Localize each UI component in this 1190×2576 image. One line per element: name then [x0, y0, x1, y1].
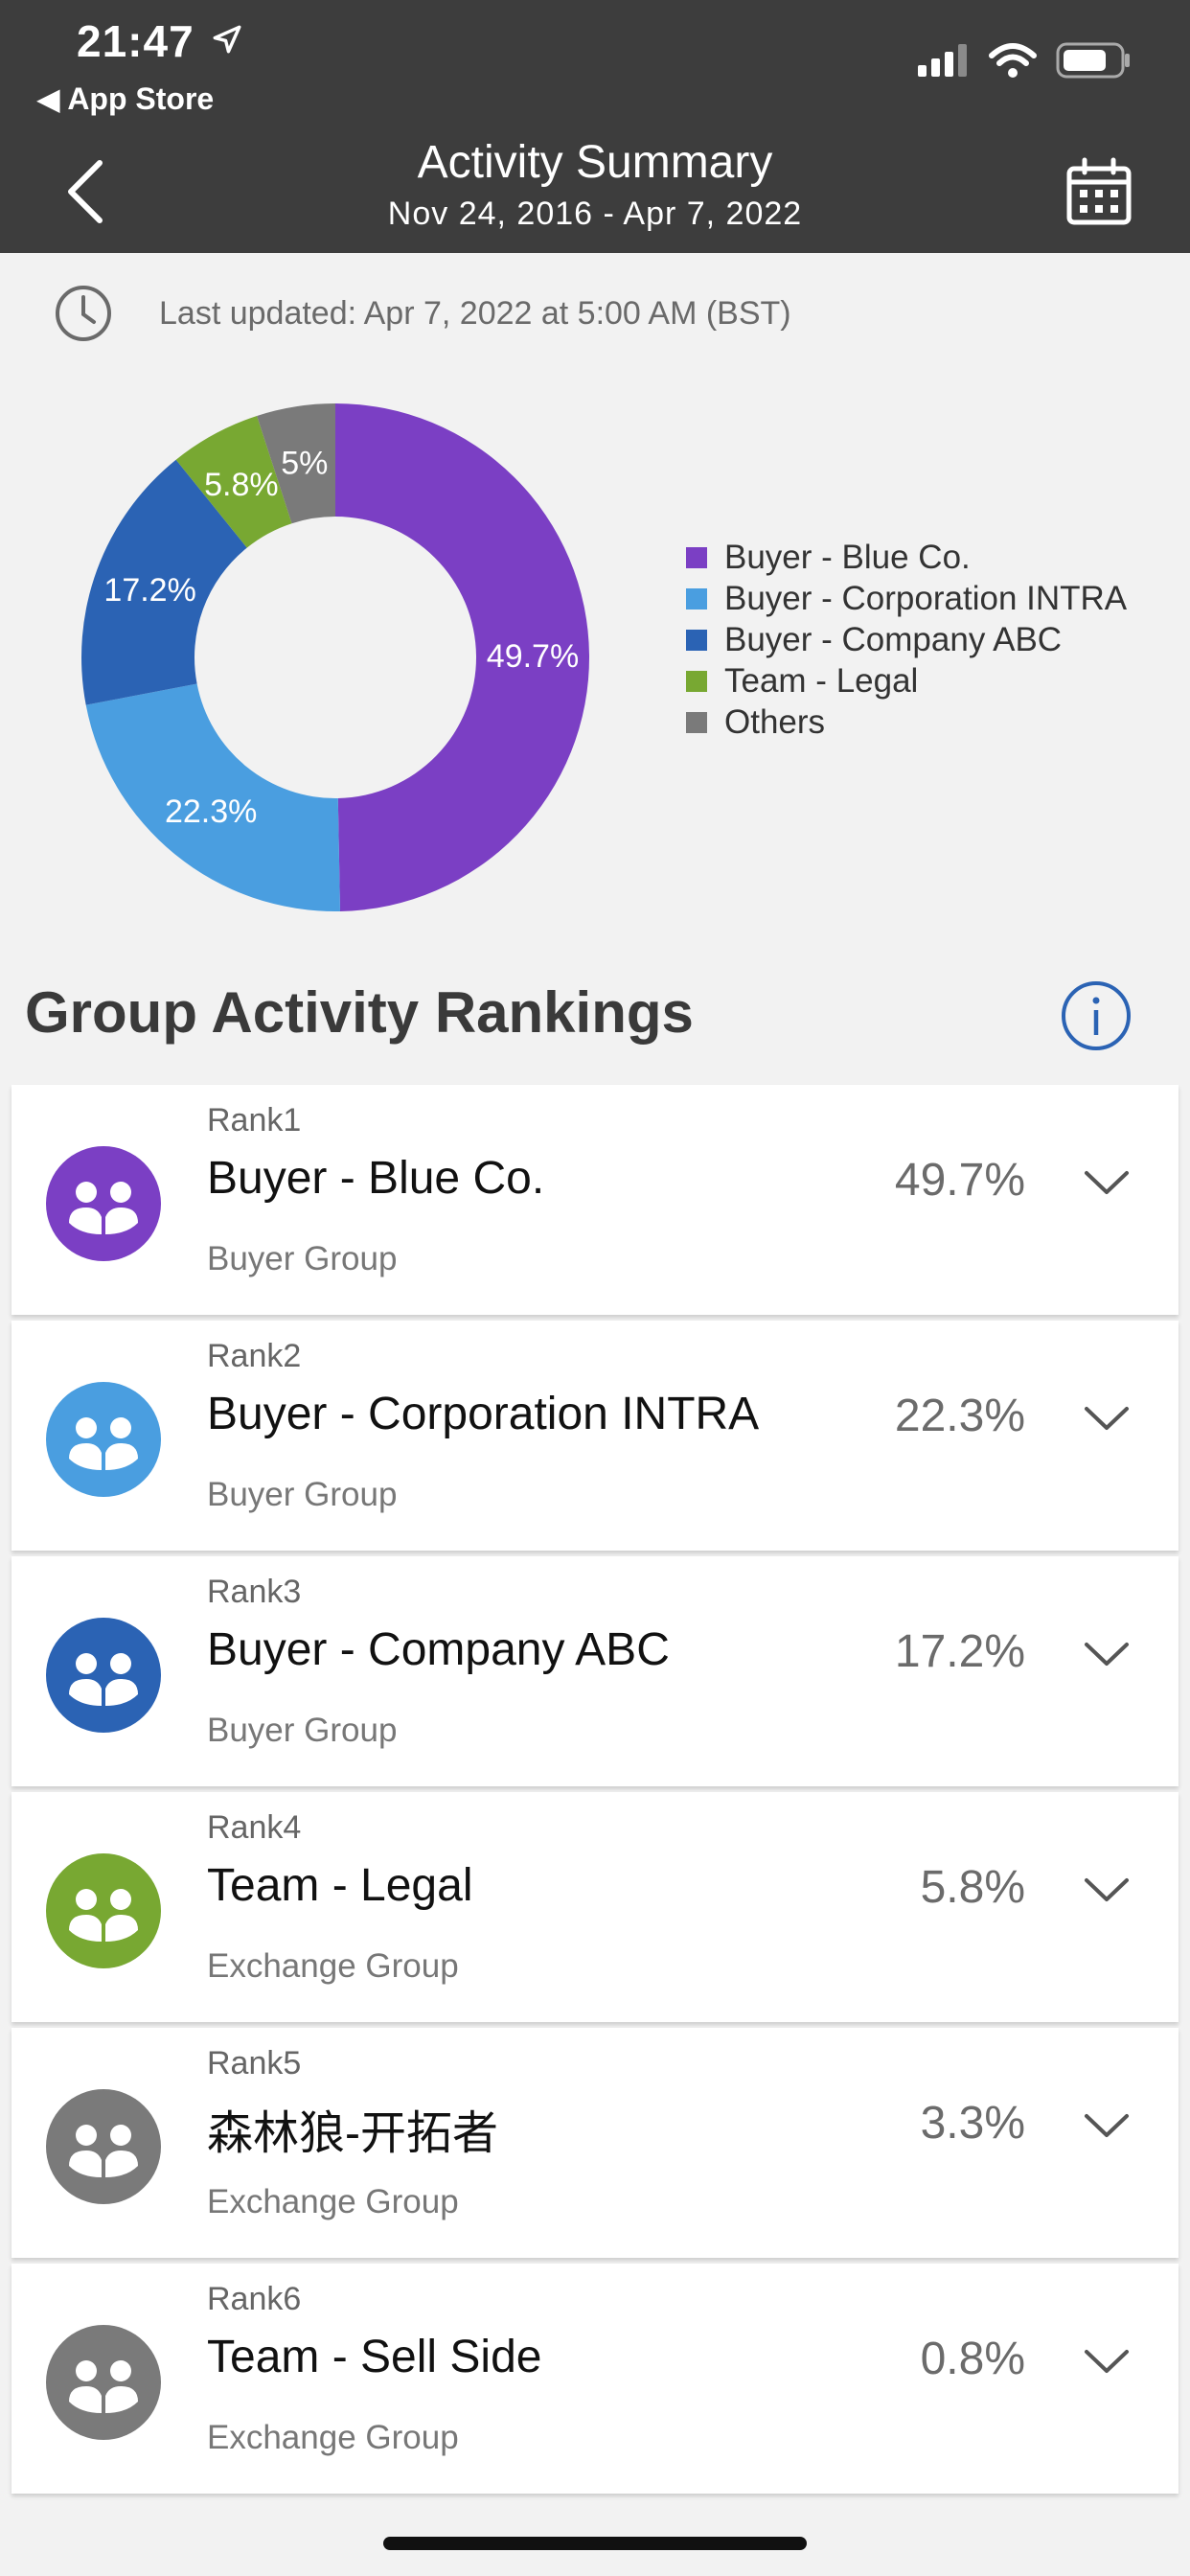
chevron-down-icon[interactable] — [1083, 2344, 1131, 2379]
group-avatar-icon — [46, 1618, 161, 1733]
legend-item: Buyer - Corporation INTRA — [686, 578, 1127, 619]
legend-label: Buyer - Blue Co. — [724, 538, 971, 576]
ranking-card[interactable]: Rank6 Team - Sell Side Exchange Group 0.… — [11, 2264, 1179, 2494]
chevron-down-icon[interactable] — [1083, 1873, 1131, 1907]
rank-label: Rank3 — [207, 1574, 302, 1610]
legend-swatch — [686, 587, 707, 610]
group-type: Buyer Group — [207, 1240, 398, 1277]
group-type: Buyer Group — [207, 1712, 398, 1749]
status-time: 21:47 — [77, 16, 195, 66]
ranking-card[interactable]: Rank2 Buyer - Corporation INTRA Buyer Gr… — [11, 1321, 1179, 1551]
group-name: Team - Sell Side — [207, 2332, 542, 2382]
legend-swatch — [686, 629, 707, 651]
section-title: Group Activity Rankings — [25, 980, 694, 1045]
donut-slice-3[interactable] — [80, 459, 247, 705]
activity-percentage: 17.2% — [894, 1626, 1025, 1677]
group-name: Buyer - Corporation INTRA — [207, 1389, 760, 1439]
legend-item: Buyer - Blue Co. — [686, 537, 1127, 578]
rank-label: Rank6 — [207, 2281, 302, 2317]
donut-svg: 49.7% 22.3% 17.2% 5.8%5% — [80, 403, 590, 911]
group-avatar-icon — [46, 2325, 161, 2440]
battery-icon — [1056, 42, 1130, 79]
slice-label-3: 17.2% — [103, 572, 195, 609]
activity-percentage: 22.3% — [894, 1391, 1025, 1441]
chevron-down-icon[interactable] — [1083, 1637, 1131, 1671]
ranking-card[interactable]: Rank1 Buyer - Blue Co. Buyer Group 49.7% — [11, 1085, 1179, 1315]
group-type: Exchange Group — [207, 2183, 459, 2220]
legend-label: Buyer - Corporation INTRA — [724, 579, 1128, 617]
slice-label-1: 49.7% — [487, 638, 579, 675]
group-avatar-icon — [46, 2089, 161, 2204]
donut-slice-4[interactable] — [175, 415, 292, 548]
back-to-app-store-link[interactable]: ◀ App Store — [36, 81, 215, 116]
date-range: Nov 24, 2016 - Apr 7, 2022 — [387, 196, 803, 232]
group-avatar-icon — [46, 1146, 161, 1261]
activity-percentage: 49.7% — [894, 1155, 1025, 1206]
home-indicator — [383, 2537, 807, 2550]
rank-label: Rank2 — [207, 1338, 302, 1374]
donut-slice-1[interactable] — [335, 403, 590, 911]
cellular-signal-icon — [918, 44, 967, 77]
legend-swatch — [686, 546, 707, 568]
last-updated-text: Last updated: Apr 7, 2022 at 5:00 AM (BS… — [159, 294, 791, 332]
rank-label: Rank1 — [207, 1102, 302, 1138]
activity-percentage: 5.8% — [920, 1862, 1025, 1913]
legend-label: Buyer - Company ABC — [724, 620, 1063, 658]
legend-swatch — [686, 670, 707, 692]
chart-legend: Buyer - Blue Co. Buyer - Corporation INTR… — [686, 537, 1127, 743]
group-name: Team - Legal — [207, 1860, 473, 1911]
info-icon[interactable] — [1060, 979, 1133, 1052]
clock-icon — [56, 286, 111, 341]
calendar-icon[interactable] — [1065, 157, 1133, 226]
donut-slice-5[interactable] — [257, 403, 335, 524]
legend-item: Others — [686, 702, 1127, 743]
back-chevron-icon[interactable] — [57, 153, 115, 230]
ranking-card[interactable]: Rank3 Buyer - Company ABC Buyer Group 17… — [11, 1556, 1179, 1786]
page-title: Activity Summary — [417, 137, 773, 188]
activity-percentage: 3.3% — [920, 2098, 1025, 2149]
legend-label: Team - Legal — [724, 661, 919, 700]
rank-label: Rank4 — [207, 1809, 302, 1846]
wifi-icon — [989, 43, 1037, 78]
group-type: Exchange Group — [207, 2419, 459, 2456]
group-name: 森林狼-开拓者 — [207, 2108, 498, 2159]
donut-slice-2[interactable] — [85, 683, 340, 911]
chevron-down-icon[interactable] — [1083, 1401, 1131, 1436]
chevron-down-icon[interactable] — [1083, 2108, 1131, 2143]
ranking-card[interactable]: Rank5 森林狼-开拓者 Exchange Group 3.3% — [11, 2028, 1179, 2258]
group-avatar-icon — [46, 1382, 161, 1497]
ranking-card[interactable]: Rank4 Team - Legal Exchange Group 5.8% — [11, 1792, 1179, 2022]
rankings-list: Rank1 Buyer - Blue Co. Buyer Group 49.7%… — [11, 1085, 1179, 2499]
legend-item: Team - Legal — [686, 660, 1127, 702]
status-icons — [918, 42, 1133, 79]
group-name: Buyer - Blue Co. — [207, 1153, 545, 1204]
location-arrow-icon — [213, 25, 241, 54]
app-header: 21:47 ◀ App Store Activity Summary Nov 2… — [0, 0, 1190, 253]
activity-percentage: 0.8% — [920, 2334, 1025, 2384]
legend-label: Others — [724, 702, 826, 741]
rank-label: Rank5 — [207, 2045, 302, 2082]
legend-swatch — [686, 711, 707, 733]
last-updated-row: Last updated: Apr 7, 2022 at 5:00 AM (BS… — [54, 284, 791, 343]
group-type: Exchange Group — [207, 1947, 459, 1985]
activity-donut-chart: 49.7% 22.3% 17.2% 5.8% 5% — [77, 399, 594, 916]
group-type: Buyer Group — [207, 1476, 398, 1513]
slice-label-2: 22.3% — [165, 794, 257, 830]
legend-item: Buyer - Company ABC — [686, 619, 1127, 660]
group-avatar-icon — [46, 1853, 161, 1968]
slice-label-4: 5.8% — [204, 467, 279, 503]
chevron-down-icon[interactable] — [1083, 1165, 1131, 1200]
slice-label-5: 5% — [281, 446, 328, 482]
group-name: Buyer - Company ABC — [207, 1624, 670, 1675]
